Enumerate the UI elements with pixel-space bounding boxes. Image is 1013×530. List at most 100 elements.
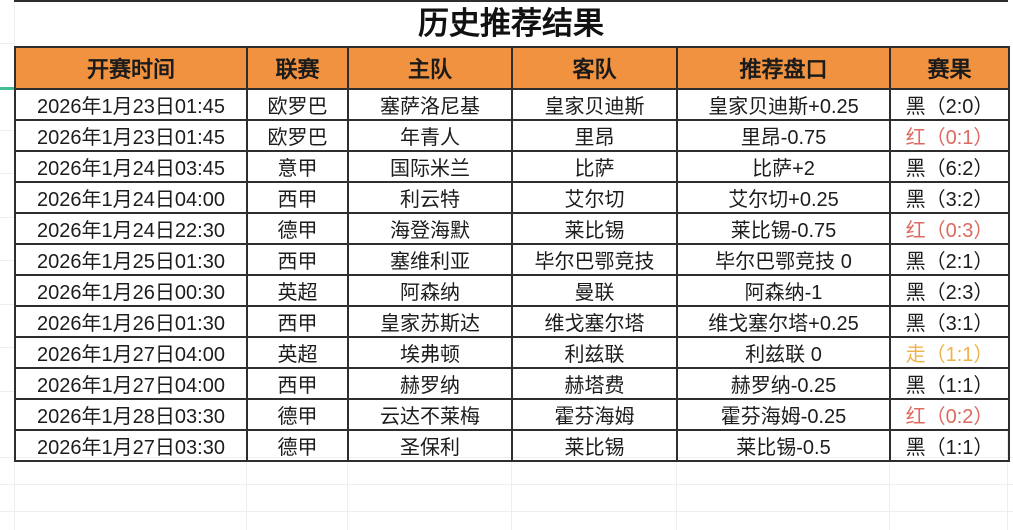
cell-home[interactable]: 利云特 (347, 181, 513, 214)
cell-home[interactable]: 赫罗纳 (347, 367, 513, 400)
cell-time[interactable]: 2026年1月28日03:30 (14, 398, 248, 431)
cell-league[interactable]: 德甲 (246, 212, 349, 245)
cell-result[interactable]: 走（1:1） (889, 336, 1010, 369)
cell-home[interactable]: 国际米兰 (347, 150, 513, 183)
cell-home[interactable]: 年青人 (347, 119, 513, 152)
cell-league[interactable]: 西甲 (246, 367, 349, 400)
gridline-vertical (246, 427, 247, 530)
cell-result[interactable]: 黑（3:1） (889, 305, 1010, 338)
cell-away[interactable]: 莱比锡 (511, 429, 678, 462)
cell-away[interactable]: 里昂 (511, 119, 678, 152)
cell-time[interactable]: 2026年1月23日01:45 (14, 119, 248, 152)
cell-time[interactable]: 2026年1月27日03:30 (14, 429, 248, 462)
cell-result[interactable]: 黑（2:3） (889, 274, 1010, 307)
cell-league[interactable]: 欧罗巴 (246, 88, 349, 121)
cell-home[interactable]: 云达不莱梅 (347, 398, 513, 431)
gridline-vertical (676, 427, 677, 530)
cell-away[interactable]: 赫塔费 (511, 367, 678, 400)
page-title: 历史推荐结果 (418, 6, 604, 41)
cell-home[interactable]: 海登海默 (347, 212, 513, 245)
gridline-vertical (14, 427, 15, 530)
header-league[interactable]: 联赛 (246, 46, 349, 90)
cell-away[interactable]: 毕尔巴鄂竞技 (511, 243, 678, 276)
table-row: 2026年1月27日04:00 西甲 赫罗纳 赫塔费 赫罗纳-0.25 黑（1:… (14, 367, 1010, 400)
cell-time[interactable]: 2026年1月23日01:45 (14, 88, 248, 121)
cell-away[interactable]: 维戈塞尔塔 (511, 305, 678, 338)
cell-result[interactable]: 黑（6:2） (889, 150, 1010, 183)
gridline-vertical (1007, 427, 1008, 530)
cell-handicap[interactable]: 里昂-0.75 (676, 119, 891, 152)
cell-time[interactable]: 2026年1月24日22:30 (14, 212, 248, 245)
cell-league[interactable]: 西甲 (246, 305, 349, 338)
cell-league[interactable]: 英超 (246, 274, 349, 307)
cell-league[interactable]: 德甲 (246, 398, 349, 431)
cell-result[interactable]: 黑（2:0） (889, 88, 1010, 121)
cell-time[interactable]: 2026年1月27日04:00 (14, 367, 248, 400)
cell-handicap[interactable]: 莱比锡-0.5 (676, 429, 891, 462)
header-result[interactable]: 赛果 (889, 46, 1010, 90)
cell-handicap[interactable]: 霍芬海姆-0.25 (676, 398, 891, 431)
cell-time[interactable]: 2026年1月24日04:00 (14, 181, 248, 214)
cell-time[interactable]: 2026年1月26日00:30 (14, 274, 248, 307)
cell-league[interactable]: 德甲 (246, 429, 349, 462)
gridline-vertical (347, 427, 348, 530)
cell-home[interactable]: 埃弗顿 (347, 336, 513, 369)
table-row: 2026年1月23日01:45 欧罗巴 年青人 里昂 里昂-0.75 红（0:1… (14, 119, 1010, 152)
gridline-vertical (889, 427, 890, 530)
cell-away[interactable]: 比萨 (511, 150, 678, 183)
cell-handicap[interactable]: 艾尔切+0.25 (676, 181, 891, 214)
cell-time[interactable]: 2026年1月25日01:30 (14, 243, 248, 276)
top-cell-border (14, 0, 1008, 2)
table-row: 2026年1月24日04:00 西甲 利云特 艾尔切 艾尔切+0.25 黑（3:… (14, 181, 1010, 214)
cell-home[interactable]: 塞维利亚 (347, 243, 513, 276)
header-handicap[interactable]: 推荐盘口 (676, 46, 891, 90)
table-row: 2026年1月27日03:30 德甲 圣保利 莱比锡 莱比锡-0.5 黑（1:1… (14, 429, 1010, 462)
header-away-team[interactable]: 客队 (511, 46, 678, 90)
cell-home[interactable]: 皇家苏斯达 (347, 305, 513, 338)
cell-handicap[interactable]: 皇家贝迪斯+0.25 (676, 88, 891, 121)
table-row: 2026年1月27日04:00 英超 埃弗顿 利兹联 利兹联 0 走（1:1） (14, 336, 1010, 369)
cell-result[interactable]: 红（0:3） (889, 212, 1010, 245)
gridline-horizontal (0, 484, 1013, 485)
cell-handicap[interactable]: 维戈塞尔塔+0.25 (676, 305, 891, 338)
cell-away[interactable]: 艾尔切 (511, 181, 678, 214)
cell-handicap[interactable]: 比萨+2 (676, 150, 891, 183)
cell-handicap[interactable]: 利兹联 0 (676, 336, 891, 369)
gridline-vertical (511, 427, 512, 530)
cell-handicap[interactable]: 阿森纳-1 (676, 274, 891, 307)
cell-league[interactable]: 西甲 (246, 243, 349, 276)
cell-league[interactable]: 欧罗巴 (246, 119, 349, 152)
cell-result[interactable]: 黑（1:1） (889, 429, 1010, 462)
cell-league[interactable]: 西甲 (246, 181, 349, 214)
cell-time[interactable]: 2026年1月27日04:00 (14, 336, 248, 369)
cell-result[interactable]: 红（0:1） (889, 119, 1010, 152)
cell-home[interactable]: 阿森纳 (347, 274, 513, 307)
table-row: 2026年1月26日00:30 英超 阿森纳 曼联 阿森纳-1 黑（2:3） (14, 274, 1010, 307)
gridline-horizontal (0, 130, 14, 131)
cell-away[interactable]: 曼联 (511, 274, 678, 307)
cell-home[interactable]: 塞萨洛尼基 (347, 88, 513, 121)
gridline-horizontal (0, 391, 14, 392)
cell-league[interactable]: 英超 (246, 336, 349, 369)
frozen-row-indicator (0, 87, 14, 90)
header-time[interactable]: 开赛时间 (14, 46, 248, 90)
cell-result[interactable]: 黑（2:1） (889, 243, 1010, 276)
cell-result[interactable]: 黑（1:1） (889, 367, 1010, 400)
cell-handicap[interactable]: 莱比锡-0.75 (676, 212, 891, 245)
cell-away[interactable]: 霍芬海姆 (511, 398, 678, 431)
results-table: 开赛时间 联赛 主队 客队 推荐盘口 赛果 2026年1月23日01:45 欧罗… (14, 46, 1010, 462)
cell-time[interactable]: 2026年1月26日01:30 (14, 305, 248, 338)
cell-result[interactable]: 黑（3:2） (889, 181, 1010, 214)
cell-result[interactable]: 红（0:2） (889, 398, 1010, 431)
cell-handicap[interactable]: 毕尔巴鄂竞技 0 (676, 243, 891, 276)
header-home-team[interactable]: 主队 (347, 46, 513, 90)
cell-league[interactable]: 意甲 (246, 150, 349, 183)
cell-home[interactable]: 圣保利 (347, 429, 513, 462)
table-row: 2026年1月28日03:30 德甲 云达不莱梅 霍芬海姆 霍芬海姆-0.25 … (14, 398, 1010, 431)
cell-away[interactable]: 利兹联 (511, 336, 678, 369)
cell-away[interactable]: 皇家贝迪斯 (511, 88, 678, 121)
cell-handicap[interactable]: 赫罗纳-0.25 (676, 367, 891, 400)
gridline-horizontal (0, 173, 14, 174)
cell-away[interactable]: 莱比锡 (511, 212, 678, 245)
cell-time[interactable]: 2026年1月24日03:45 (14, 150, 248, 183)
